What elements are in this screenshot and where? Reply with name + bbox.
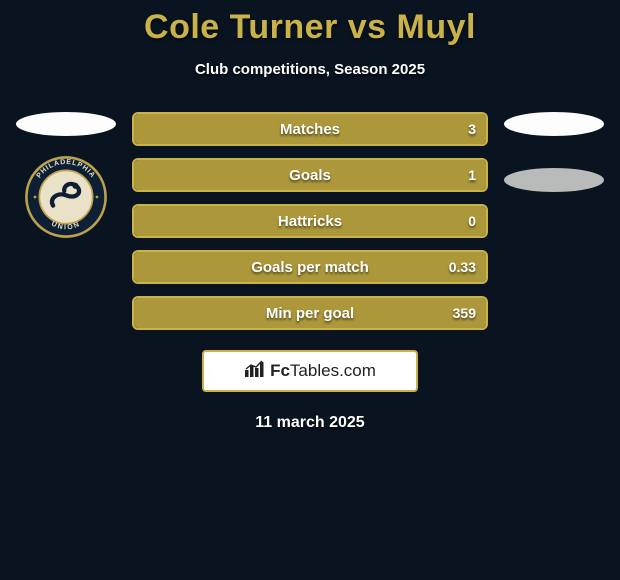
brand-text: FcTables.com bbox=[270, 361, 376, 381]
stat-value-right: 359 bbox=[453, 305, 476, 321]
stat-value-right: 1 bbox=[468, 167, 476, 183]
stat-row-goals-per-match: Goals per match 0.33 bbox=[132, 250, 488, 284]
right-ellipse-placeholder-2 bbox=[504, 168, 604, 192]
left-ellipse-placeholder bbox=[16, 112, 116, 136]
bar-chart-icon bbox=[244, 360, 266, 383]
stat-label: Hattricks bbox=[278, 213, 342, 230]
page-title: Cole Turner vs Muyl bbox=[0, 8, 620, 47]
stat-row-matches: Matches 3 bbox=[132, 112, 488, 146]
stat-value-right: 3 bbox=[468, 121, 476, 137]
infographic-content: Cole Turner vs Muyl Club competitions, S… bbox=[0, 0, 620, 580]
subtitle: Club competitions, Season 2025 bbox=[0, 61, 620, 78]
stat-row-min-per-goal: Min per goal 359 bbox=[132, 296, 488, 330]
stat-value-right: 0 bbox=[468, 213, 476, 229]
stat-value-right: 0.33 bbox=[449, 259, 476, 275]
stat-label: Min per goal bbox=[266, 305, 354, 322]
brand-box: FcTables.com bbox=[202, 350, 418, 392]
stat-label: Goals bbox=[289, 167, 331, 184]
stat-row-hattricks: Hattricks 0 bbox=[132, 204, 488, 238]
brand-suffix: Tables.com bbox=[290, 361, 376, 380]
philadelphia-union-logo: PHILADELPHIA UNION bbox=[23, 154, 109, 240]
stat-label: Matches bbox=[280, 121, 340, 138]
stats-column: Matches 3 Goals 1 Hattricks 0 Goals per … bbox=[126, 112, 494, 330]
stat-row-goals: Goals 1 bbox=[132, 158, 488, 192]
brand-prefix: Fc bbox=[270, 361, 290, 380]
main-row: PHILADELPHIA UNION bbox=[0, 112, 620, 330]
right-ellipse-placeholder-1 bbox=[504, 112, 604, 136]
left-column: PHILADELPHIA UNION bbox=[6, 112, 126, 330]
right-column bbox=[494, 112, 614, 330]
stat-label: Goals per match bbox=[251, 259, 369, 276]
date-text: 11 march 2025 bbox=[0, 414, 620, 432]
